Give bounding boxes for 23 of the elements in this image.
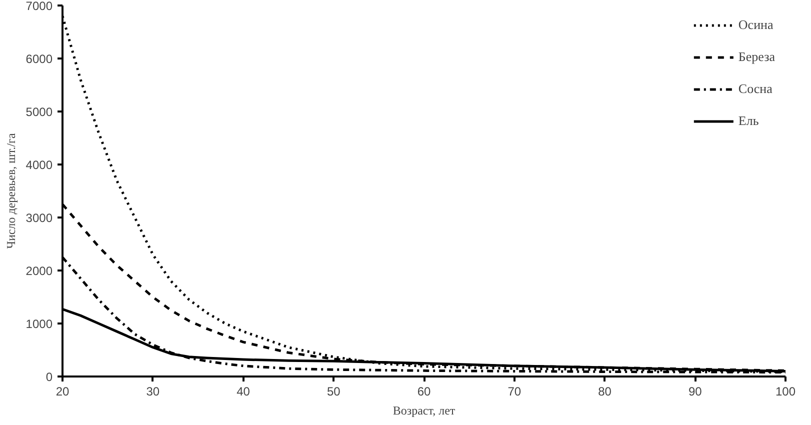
x-tick-label: 40 — [236, 384, 250, 398]
x-tick-label: 100 — [775, 384, 796, 398]
legend-label: Сосна — [738, 81, 772, 97]
y-tick-label: 3000 — [26, 211, 53, 225]
x-tick-label: 60 — [417, 384, 431, 398]
y-axis-title: Число деревьев, шт./га — [4, 132, 18, 249]
legend-label: Ель — [738, 113, 759, 129]
x-tick-label: 30 — [146, 384, 160, 398]
x-axis-title: Возраст, лет — [392, 404, 456, 418]
legend-label: Береза — [738, 49, 775, 65]
y-tick-label: 6000 — [26, 52, 53, 66]
legend-label: Осина — [738, 17, 774, 33]
y-tick-label: 4000 — [26, 158, 53, 172]
x-tick-label: 80 — [598, 384, 612, 398]
y-tick-label: 5000 — [26, 105, 53, 119]
y-tick-label: 2000 — [26, 264, 53, 278]
x-tick-label: 50 — [326, 384, 341, 398]
y-tick-label: 0 — [46, 370, 53, 384]
x-tick-label: 70 — [508, 384, 522, 398]
y-tick-label: 7000 — [26, 0, 53, 13]
y-tick-label: 1000 — [26, 317, 53, 331]
x-tick-label: 90 — [688, 384, 702, 398]
x-tick-label: 20 — [56, 384, 70, 398]
